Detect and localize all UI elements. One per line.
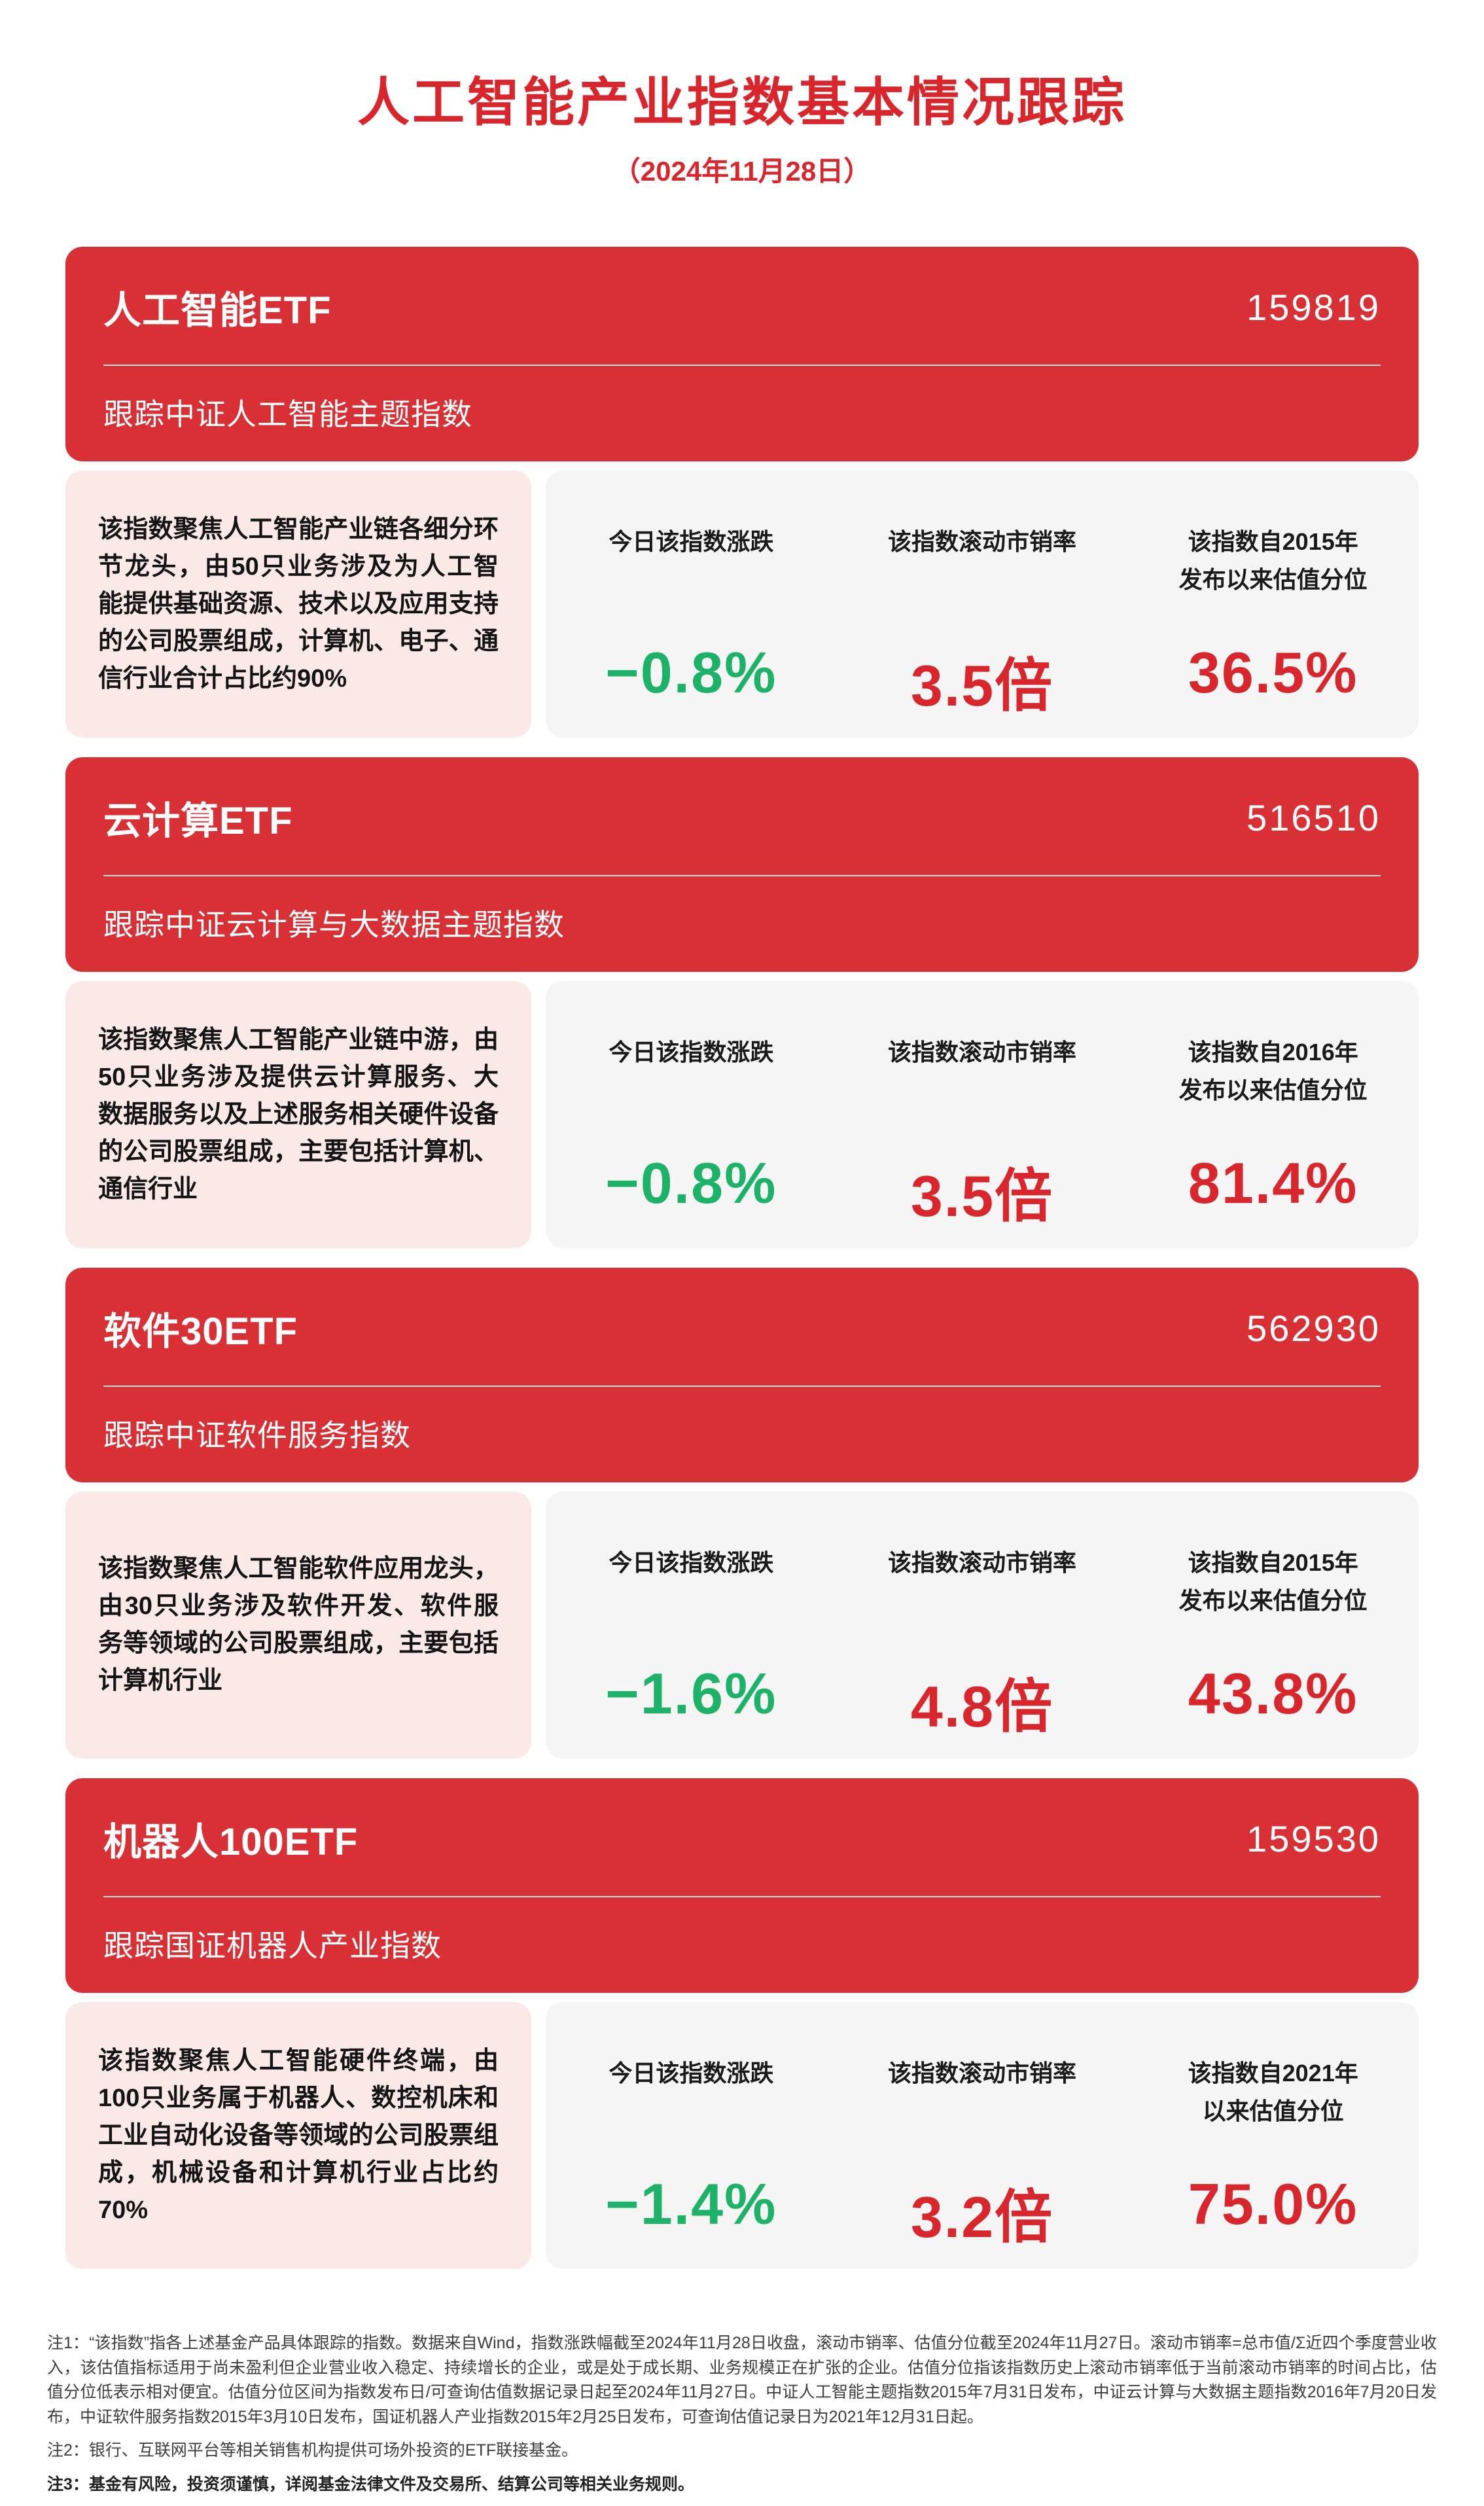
header-divider [103, 875, 1381, 876]
card-header: 人工智能ETF 159819 跟踪中证人工智能主题指数 [65, 247, 1419, 461]
infographic-page: 人工智能产业指数基本情况跟踪 （2024年11月28日） 人工智能ETF 159… [0, 60, 1484, 2497]
etf-name: 云计算ETF [103, 800, 293, 842]
card-header: 机器人100ETF 159530 跟踪国证机器人产业指数 [65, 1778, 1419, 1993]
metric-ps-ratio: 该指数滚动市销率 3.2倍 [837, 2002, 1128, 2269]
metric-value: 43.8% [1188, 1661, 1358, 1726]
metric-label: 该指数滚动市销率 [888, 1549, 1077, 1576]
metric-label: 该指数自2015年 发布以来估值分位 [1178, 1549, 1368, 1614]
footnote-1: 注1：“该指数”指各上述基金产品具体跟踪的指数。数据来自Wind，指数涨跌幅截至… [47, 2334, 1437, 2426]
metric-ps-ratio: 该指数滚动市销率 3.5倍 [837, 471, 1128, 738]
metric-value: 3.2倍 [910, 2185, 1054, 2249]
metric-label: 今日该指数涨跌 [609, 1039, 774, 1065]
metric-value: 75.0% [1188, 2172, 1358, 2236]
metric-label: 该指数自2015年 发布以来估值分位 [1178, 528, 1368, 593]
metric-value: −1.4% [605, 2172, 777, 2236]
metric-label: 该指数滚动市销率 [888, 2060, 1077, 2086]
metric-label: 今日该指数涨跌 [609, 1549, 774, 1576]
etf-code: 159819 [1246, 286, 1381, 328]
metric-value: 81.4% [1188, 1151, 1358, 1215]
metric-ps-ratio: 该指数滚动市销率 4.8倍 [837, 1492, 1128, 1759]
etf-name: 机器人100ETF [103, 1821, 359, 1863]
card-body: 该指数聚焦人工智能软件应用龙头，由30只业务涉及软件开发、软件服务等领域的公司股… [65, 1492, 1419, 1759]
metric-ps-ratio: 该指数滚动市销率 3.5倍 [837, 981, 1128, 1248]
metric-value: 4.8倍 [910, 1674, 1054, 1739]
metric-value: −0.8% [605, 640, 777, 705]
etf-code: 159530 [1246, 1817, 1381, 1859]
metric-label: 该指数滚动市销率 [888, 1039, 1077, 1065]
index-description: 该指数聚焦人工智能产业链各细分环节龙头，由50只业务涉及为人工智能提供基础资源、… [65, 471, 531, 738]
page-date: （2024年11月28日） [612, 156, 872, 187]
metric-valuation-percentile: 该指数自2015年 发布以来估值分位 36.5% [1127, 471, 1419, 738]
etf-name: 软件30ETF [103, 1310, 298, 1353]
metric-daily-change: 今日该指数涨跌 −1.4% [546, 2002, 837, 2269]
tracking-index: 跟踪中证软件服务指数 [103, 1418, 411, 1452]
card-header: 软件30ETF 562930 跟踪中证软件服务指数 [65, 1268, 1419, 1482]
metric-valuation-percentile: 该指数自2015年 发布以来估值分位 43.8% [1127, 1492, 1419, 1759]
footnotes: 注1：“该指数”指各上述基金产品具体跟踪的指数。数据来自Wind，指数涨跌幅截至… [47, 2331, 1437, 2497]
index-description: 该指数聚焦人工智能硬件终端，由100只业务属于机器人、数控机床和工业自动化设备等… [65, 2002, 531, 2269]
card-body: 该指数聚焦人工智能硬件终端，由100只业务属于机器人、数控机床和工业自动化设备等… [65, 2002, 1419, 2269]
metric-daily-change: 今日该指数涨跌 −0.8% [546, 471, 837, 738]
header-divider [103, 1386, 1381, 1387]
index-description: 该指数聚焦人工智能产业链中游，由50只业务涉及提供云计算服务、大数据服务以及上述… [65, 981, 531, 1248]
page-title: 人工智能产业指数基本情况跟踪 [357, 73, 1127, 132]
metrics-panel: 今日该指数涨跌 −1.4% 该指数滚动市销率 3.2倍 该指数自2021年 以来… [546, 2002, 1419, 2269]
header-divider [103, 1896, 1381, 1897]
metric-label: 该指数自2021年 以来估值分位 [1188, 2060, 1358, 2124]
tracking-index: 跟踪中证人工智能主题指数 [103, 397, 472, 431]
metric-valuation-percentile: 该指数自2021年 以来估值分位 75.0% [1127, 2002, 1419, 2269]
etf-name: 人工智能ETF [103, 289, 332, 332]
metric-daily-change: 今日该指数涨跌 −0.8% [546, 981, 837, 1248]
metric-value: −1.6% [605, 1661, 777, 1726]
metric-value: 3.5倍 [910, 1164, 1054, 1228]
index-description: 该指数聚焦人工智能软件应用龙头，由30只业务涉及软件开发、软件服务等领域的公司股… [65, 1492, 531, 1759]
metric-value: 3.5倍 [910, 653, 1054, 718]
etf-code: 562930 [1246, 1307, 1381, 1349]
etf-card-cloud: 云计算ETF 516510 跟踪中证云计算与大数据主题指数 该指数聚焦人工智能产… [65, 757, 1419, 1248]
metric-value: −0.8% [605, 1151, 777, 1215]
metric-label: 该指数自2016年 发布以来估值分位 [1178, 1039, 1368, 1103]
footnote-3: 注3：基金有风险，投资须谨慎，详阅基金法律文件及交易所、结算公司等相关业务规则。 [47, 2475, 694, 2494]
metrics-panel: 今日该指数涨跌 −0.8% 该指数滚动市销率 3.5倍 该指数自2015年 发布… [546, 471, 1419, 738]
etf-code: 516510 [1246, 797, 1381, 838]
metric-label: 今日该指数涨跌 [609, 2060, 774, 2086]
metric-label: 今日该指数涨跌 [609, 528, 774, 555]
metrics-panel: 今日该指数涨跌 −0.8% 该指数滚动市销率 3.5倍 该指数自2016年 发布… [546, 981, 1419, 1248]
footnote-2: 注2：银行、互联网平台等相关销售机构提供可场外投资的ETF联接基金。 [47, 2441, 578, 2460]
etf-card-software: 软件30ETF 562930 跟踪中证软件服务指数 该指数聚焦人工智能软件应用龙… [65, 1268, 1419, 1759]
metrics-panel: 今日该指数涨跌 −1.6% 该指数滚动市销率 4.8倍 该指数自2015年 发布… [546, 1492, 1419, 1759]
etf-card-ai: 人工智能ETF 159819 跟踪中证人工智能主题指数 该指数聚焦人工智能产业链… [65, 247, 1419, 738]
metric-value: 36.5% [1188, 640, 1358, 705]
card-header: 云计算ETF 516510 跟踪中证云计算与大数据主题指数 [65, 757, 1419, 972]
etf-card-robot: 机器人100ETF 159530 跟踪国证机器人产业指数 该指数聚焦人工智能硬件… [65, 1778, 1419, 2269]
metric-label: 该指数滚动市销率 [888, 528, 1077, 555]
card-body: 该指数聚焦人工智能产业链中游，由50只业务涉及提供云计算服务、大数据服务以及上述… [65, 981, 1419, 1248]
tracking-index: 跟踪中证云计算与大数据主题指数 [103, 908, 565, 942]
tracking-index: 跟踪国证机器人产业指数 [103, 1929, 442, 1963]
card-body: 该指数聚焦人工智能产业链各细分环节龙头，由50只业务涉及为人工智能提供基础资源、… [65, 471, 1419, 738]
metric-daily-change: 今日该指数涨跌 −1.6% [546, 1492, 837, 1759]
metric-valuation-percentile: 该指数自2016年 发布以来估值分位 81.4% [1127, 981, 1419, 1248]
header-divider [103, 365, 1381, 366]
